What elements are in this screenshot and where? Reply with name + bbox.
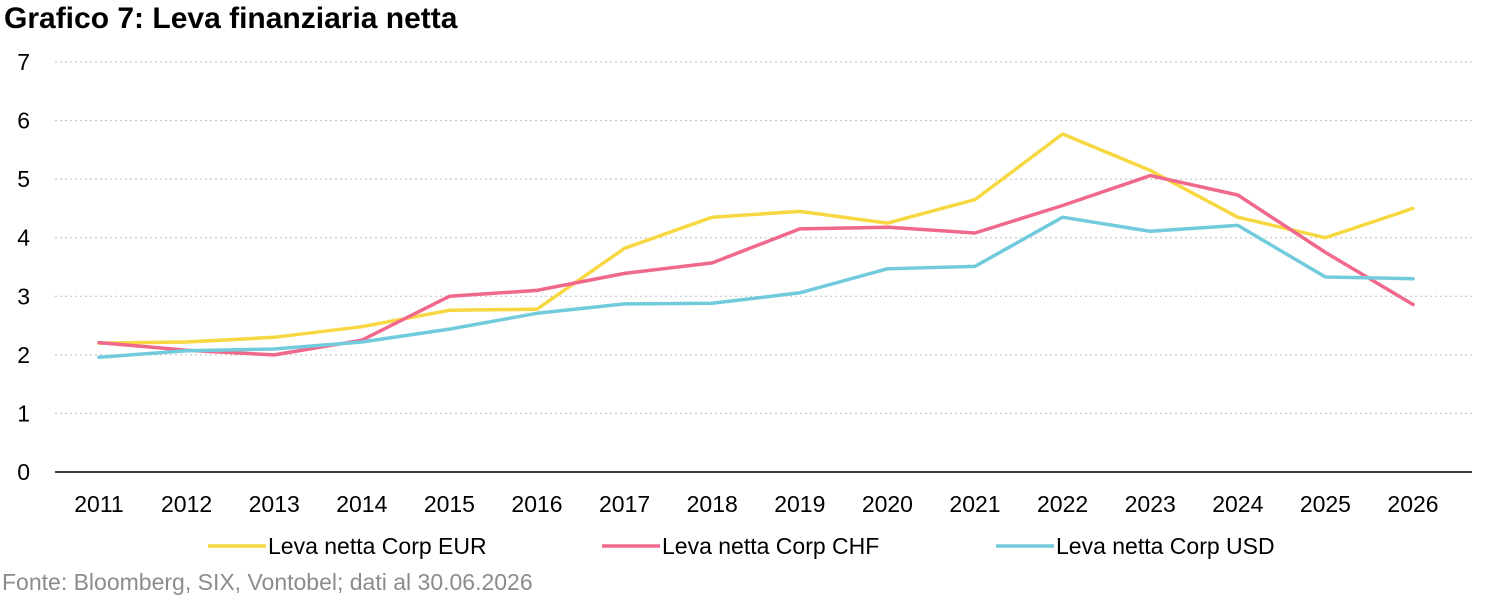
x-tick-label: 2016 xyxy=(511,491,562,517)
legend-label: Leva netta Corp CHF xyxy=(662,533,879,559)
x-tick-label: 2018 xyxy=(687,491,738,517)
series-line-3 xyxy=(97,215,1415,359)
x-tick-label: 2023 xyxy=(1125,491,1176,517)
x-tick-label: 2013 xyxy=(249,491,300,517)
legend-item: Leva netta Corp CHF xyxy=(602,533,879,559)
legend-label: Leva netta Corp USD xyxy=(1056,533,1275,559)
x-tick-label: 2026 xyxy=(1387,491,1438,517)
y-axis-ticks: 0 1 2 3 4 5 6 7 xyxy=(17,49,30,485)
x-tick-label: 2025 xyxy=(1300,491,1351,517)
chart-title: Grafico 7: Leva finanziaria netta xyxy=(4,2,458,35)
series-line-2 xyxy=(97,173,1415,357)
x-tick-label: 2014 xyxy=(336,491,387,517)
legend-label: Leva netta Corp EUR xyxy=(268,533,487,559)
y-tick-label: 1 xyxy=(17,400,30,426)
x-axis-ticks: 2011 2012 2013 2014 2015 2016 2017 2018 2019 2020… xyxy=(74,491,1438,517)
x-tick-label: 2024 xyxy=(1212,491,1263,517)
x-tick-label: 2019 xyxy=(774,491,825,517)
x-tick-label: 2012 xyxy=(161,491,212,517)
y-tick-label: 3 xyxy=(17,283,30,309)
x-tick-label: 2011 xyxy=(74,491,123,517)
legend: Leva netta Corp EUR Leva netta Corp CHF Le… xyxy=(208,533,1275,559)
x-tick-label: 2021 xyxy=(949,491,1000,517)
source-note: Fonte: Bloomberg, SIX, Vontobel; dati al… xyxy=(2,569,533,595)
series-lines xyxy=(97,132,1415,359)
y-tick-label: 5 xyxy=(17,166,30,192)
x-tick-label: 2015 xyxy=(424,491,475,517)
y-tick-label: 6 xyxy=(17,108,30,134)
y-tick-label: 7 xyxy=(17,49,30,75)
series-line-1 xyxy=(97,132,1415,345)
x-tick-label: 2022 xyxy=(1037,491,1088,517)
y-tick-label: 0 xyxy=(17,459,30,485)
y-tick-label: 2 xyxy=(17,342,30,368)
x-tick-label: 2017 xyxy=(599,491,650,517)
gridlines xyxy=(55,61,1472,414)
legend-item: Leva netta Corp USD xyxy=(996,533,1275,559)
legend-item: Leva netta Corp EUR xyxy=(208,533,487,559)
x-tick-label: 2020 xyxy=(862,491,913,517)
y-tick-label: 4 xyxy=(17,225,30,251)
